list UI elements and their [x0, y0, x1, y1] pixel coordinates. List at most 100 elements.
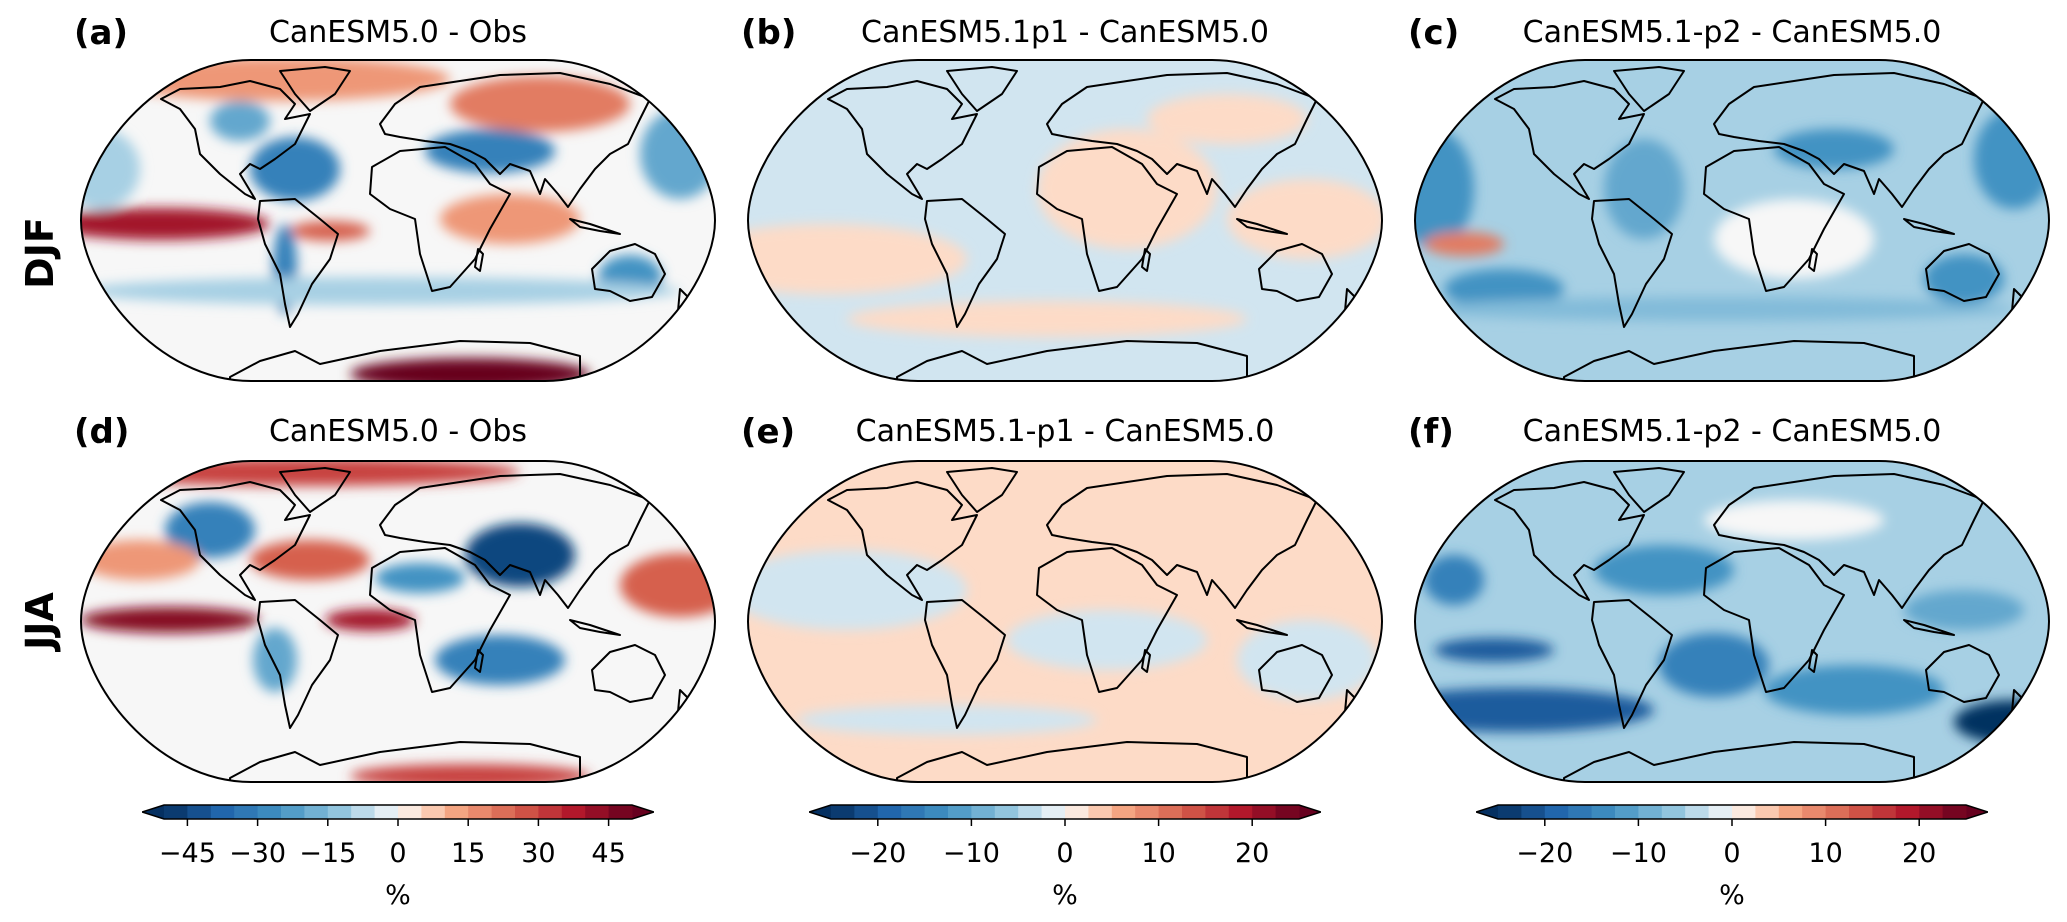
colorbar-bin	[1849, 805, 1873, 819]
colorbar-bin	[948, 805, 972, 819]
colorbar-tick-label: −20	[849, 838, 907, 869]
panel-label: (d)	[74, 412, 130, 452]
colorbar-bin	[164, 805, 188, 819]
coastline-greenland	[1613, 467, 1685, 513]
colorbar-outline	[1476, 804, 1988, 820]
anomaly-region	[1424, 232, 1504, 256]
colorbar-tick-label: 0	[389, 838, 407, 869]
colorbar-bin	[971, 805, 996, 819]
map-boundary	[80, 460, 716, 783]
coastline-indonesia	[569, 619, 621, 636]
colorbar-tick-label: 30	[521, 838, 556, 869]
coastline-africa	[369, 547, 511, 693]
anomaly-region	[253, 628, 297, 692]
anomaly-region	[375, 563, 465, 593]
colorbar-tick-label: 0	[1056, 838, 1074, 869]
anomaly-region	[110, 60, 450, 101]
coastline-antarctica	[896, 741, 1248, 782]
anomaly-region	[1594, 545, 1734, 595]
anomaly-region	[81, 607, 260, 633]
map-boundary	[747, 460, 1383, 783]
coastline-greenland	[1613, 66, 1685, 112]
coastline-north-america	[1494, 481, 1645, 601]
coastline-africa	[1703, 547, 1845, 693]
anomaly-region	[1434, 638, 1554, 662]
colorbar: −20 −10 0 10 20%	[1476, 800, 1988, 911]
colorbar-tick-label: 10	[1808, 838, 1843, 869]
colorbar-bin	[1685, 805, 1710, 819]
map-panel	[747, 59, 1383, 382]
colorbar-tick-label: 20	[1235, 838, 1270, 869]
colorbar-bin	[924, 805, 949, 819]
coastline-madagascar	[1141, 248, 1151, 272]
anomaly-region	[465, 523, 575, 587]
colorbar-bin	[1615, 805, 1639, 819]
colorbar-bin	[1708, 805, 1733, 819]
coastline-madagascar	[1808, 649, 1818, 673]
colorbar-bin	[1182, 805, 1206, 819]
anomaly-region	[210, 101, 270, 141]
colorbar-bin	[1942, 805, 1967, 819]
colorbar-tick-label: 20	[1902, 838, 1937, 869]
colorbar-outline	[142, 804, 654, 820]
coastline-eurasia	[379, 72, 651, 208]
coastline-south-america	[257, 198, 339, 328]
colorbar-bin	[491, 805, 516, 819]
coastline-south-america	[924, 198, 1006, 328]
colorbar-tick-label: 15	[451, 838, 486, 869]
anomaly-region	[1424, 555, 1484, 605]
colorbar-unit-label: %	[385, 880, 411, 911]
panel-label: (e)	[741, 412, 796, 452]
anomaly-region	[1415, 129, 1474, 249]
colorbar-bin	[1661, 805, 1686, 819]
colorbar-bin	[304, 805, 329, 819]
colorbar-bin	[1252, 805, 1277, 819]
colorbar-bin	[831, 805, 855, 819]
panel-title: CanESM5.1-p2 - CanESM5.0	[1522, 15, 1942, 50]
anomaly-region	[1604, 139, 1684, 239]
map-panel	[1414, 59, 2050, 382]
coastline-australia	[1925, 243, 2000, 302]
panel-label: (b)	[741, 13, 797, 53]
colorbar-extend-min	[809, 805, 831, 819]
coastline-greenland	[946, 467, 1018, 513]
coastline-north-america	[160, 80, 311, 200]
row-label-jja: JJA	[18, 592, 62, 650]
map-panel	[1414, 460, 2050, 783]
coastline-africa	[369, 146, 511, 292]
colorbar-bin	[1498, 805, 1522, 819]
map-boundary	[747, 59, 1383, 382]
coastline-indonesia	[569, 218, 621, 235]
coastline-north-america	[160, 481, 311, 601]
coastline-antarctica	[896, 340, 1248, 381]
coastline-eurasia	[379, 473, 651, 609]
anomaly-region	[1237, 620, 1377, 700]
colorbar-bin	[187, 805, 212, 819]
coastline-eurasia	[1046, 473, 1318, 609]
coastline-antarctica	[229, 340, 581, 381]
anomaly-region	[350, 764, 590, 782]
colorbar-bin	[468, 805, 493, 819]
anomaly-region	[81, 277, 680, 305]
coastline-africa	[1036, 547, 1178, 693]
colorbar-bin	[515, 805, 539, 819]
coastline-madagascar	[1808, 248, 1818, 272]
coastline-australia	[1258, 243, 1333, 302]
map-boundary	[1414, 59, 2050, 382]
colorbar-bin	[257, 805, 282, 819]
map-boundary	[1414, 460, 2050, 783]
coastline-greenland	[946, 66, 1018, 112]
anomaly-region	[797, 705, 1097, 735]
colorbar-bin	[1018, 805, 1043, 819]
colorbar-extend-min	[142, 805, 164, 819]
anomaly-region	[350, 358, 590, 381]
coastline-indonesia	[1236, 619, 1288, 636]
coastline-australia	[591, 644, 666, 703]
panel-title: CanESM5.1-p1 - CanESM5.0	[855, 414, 1275, 449]
map-panel	[80, 59, 716, 382]
anomaly-region	[435, 635, 565, 685]
colorbar-bin	[210, 805, 235, 819]
colorbar-bin	[1228, 805, 1253, 819]
colorbar-bin	[281, 805, 305, 819]
colorbar-tick-label: −20	[1516, 838, 1574, 869]
